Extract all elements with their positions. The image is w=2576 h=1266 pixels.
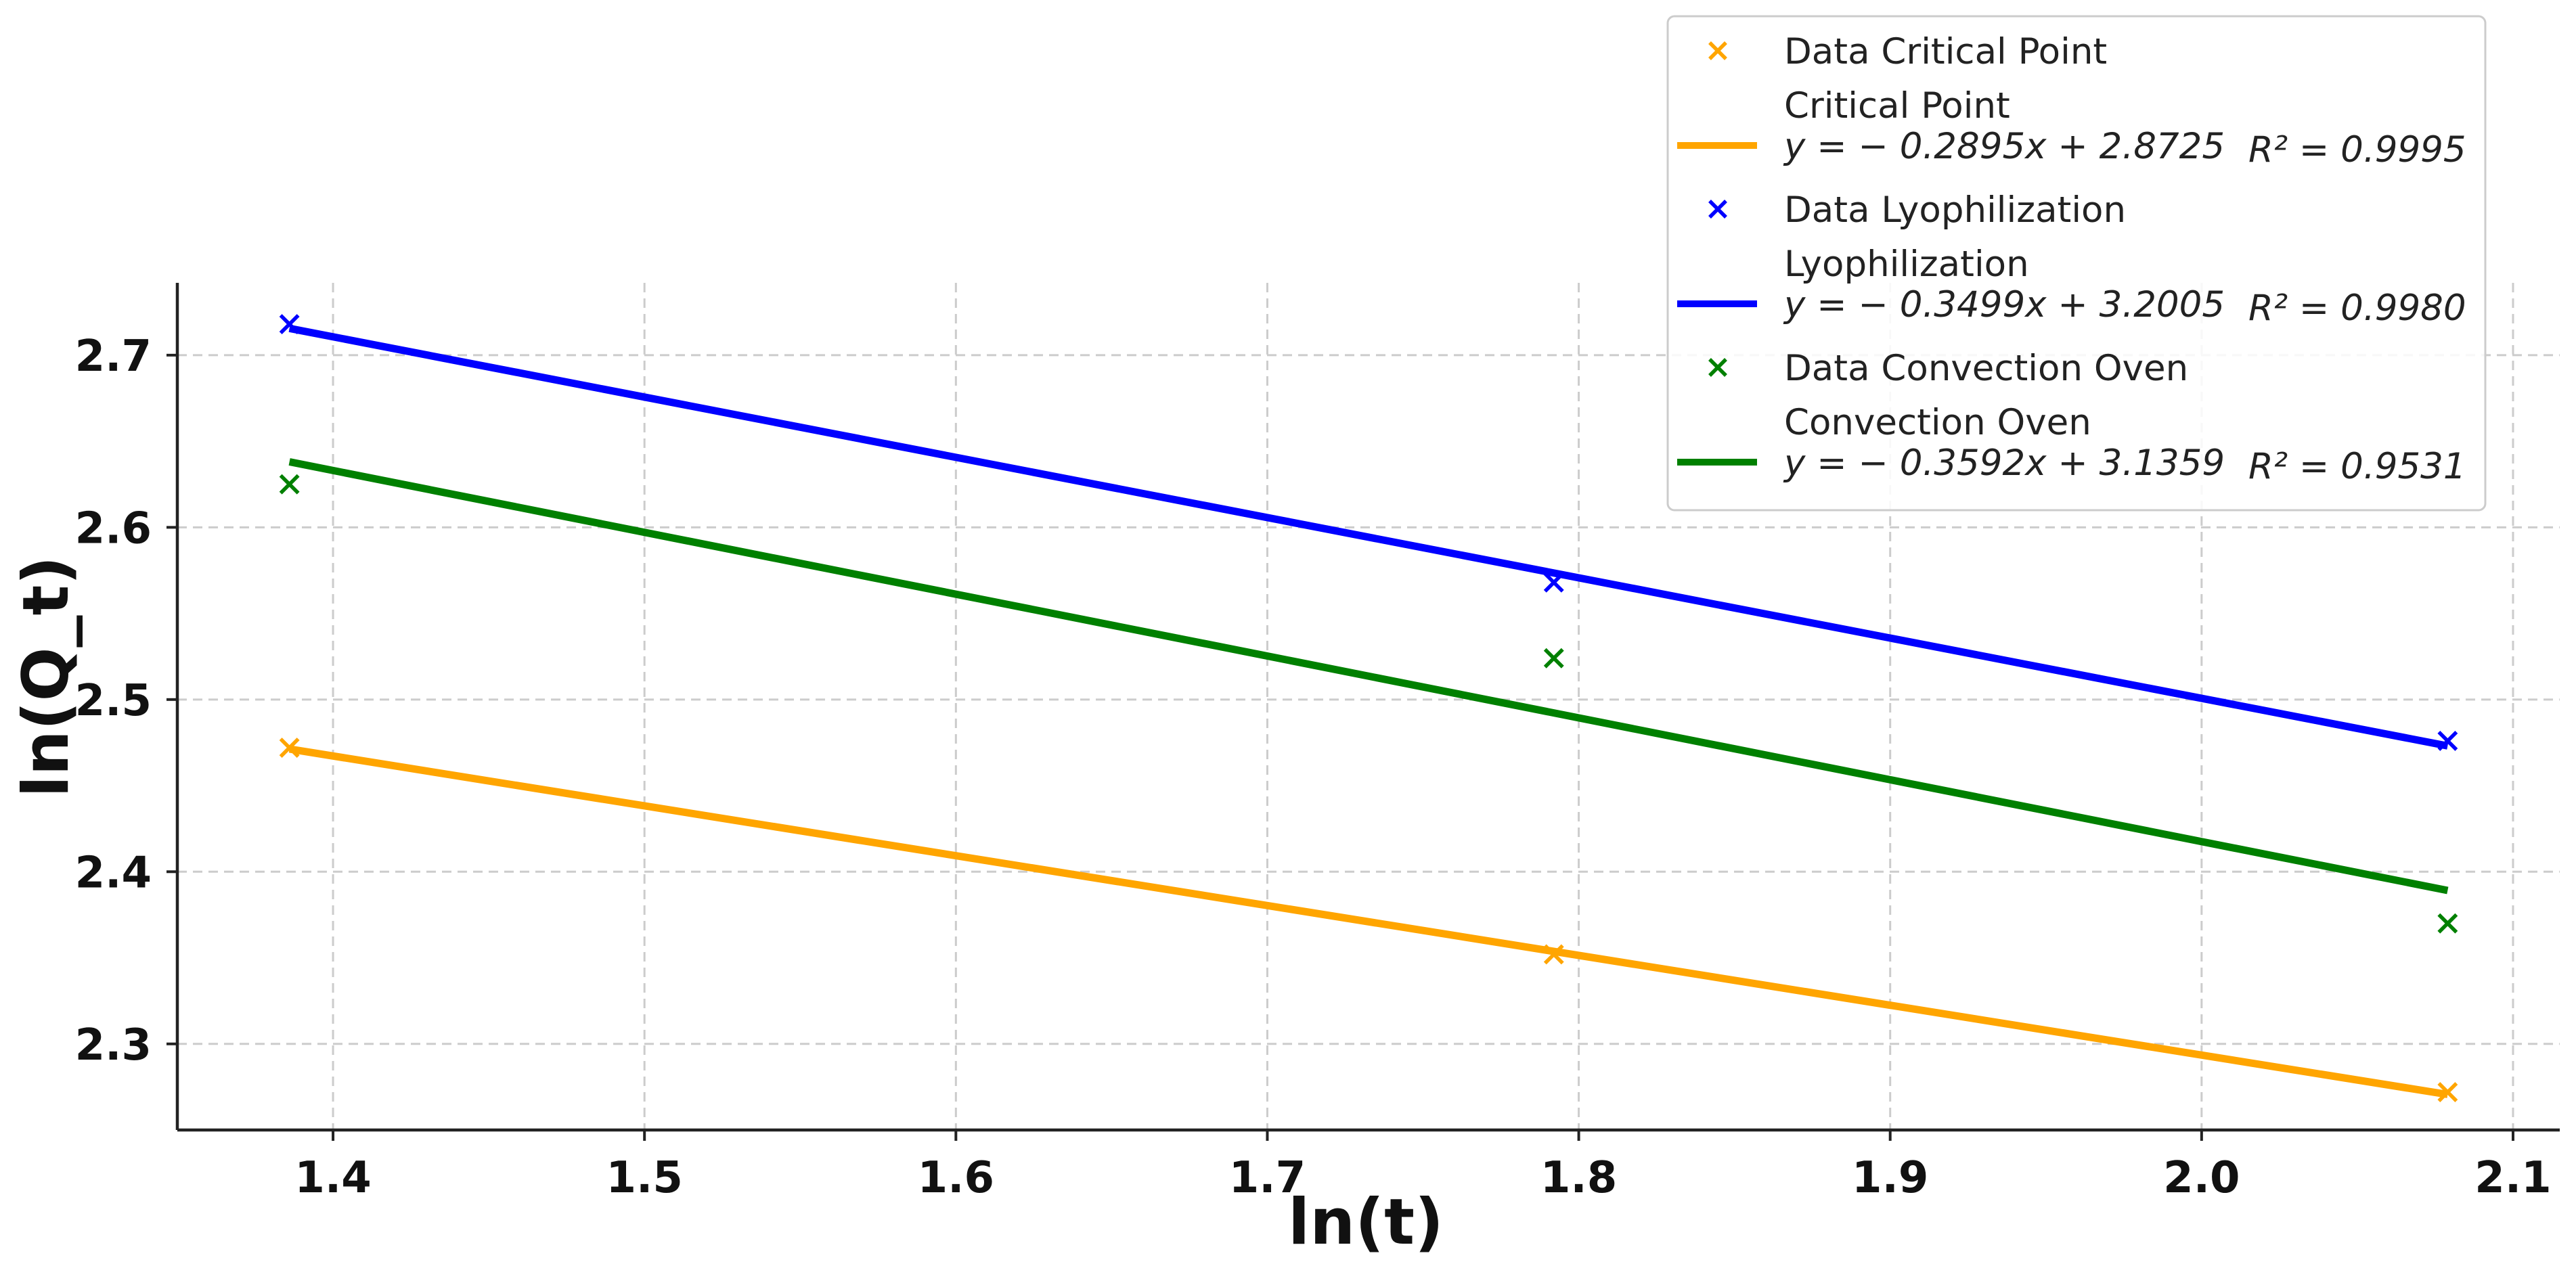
data-point-series-1: [1543, 944, 1564, 965]
x-tick-label: 1.7: [1229, 1153, 1306, 1203]
legend-r-squared: R² = 0.9995: [2248, 129, 2466, 171]
axes: [166, 283, 2560, 1141]
x-tick-label: 1.5: [606, 1153, 683, 1203]
x-tick-label: 1.6: [918, 1153, 994, 1203]
legend-marker-series-3: [1708, 358, 1727, 377]
legend-equation: y = − 0.2895x + 2.8725: [1783, 126, 2225, 167]
y-tick-label: 2.5: [75, 676, 152, 726]
x-tick-label: 1.9: [1852, 1153, 1928, 1203]
data-point-series-1: [279, 738, 300, 759]
x-axis-title: ln(t): [1288, 1185, 1444, 1259]
y-tick-label: 2.3: [75, 1020, 152, 1070]
y-tick-label: 2.4: [75, 848, 152, 898]
fit-line-1: [288, 745, 2449, 1098]
legend-marker-series-1: [1708, 41, 1727, 60]
data-point-series-3: [2437, 913, 2458, 934]
fit-line-2: [288, 324, 2449, 750]
legend-r-squared: R² = 0.9980: [2248, 288, 2466, 329]
legend-r-squared: R² = 0.9531: [2248, 446, 2466, 487]
x-tick-label: 2.0: [2163, 1153, 2240, 1203]
legend-label-fit: Critical Point: [1784, 85, 2010, 127]
x-tick-label: 2.1: [2474, 1153, 2551, 1203]
legend-equation: y = − 0.3499x + 3.2005: [1783, 284, 2225, 325]
y-tick-label: 2.6: [75, 503, 152, 553]
legend-label-fit: Lyophilization: [1784, 244, 2029, 285]
y-axis-title: ln(Q_t): [9, 556, 83, 798]
y-tick-label: 2.7: [75, 332, 152, 382]
legend-label-fit: Convection Oven: [1784, 402, 2091, 443]
legend-equation: y = − 0.3592x + 3.1359: [1783, 443, 2225, 484]
data-point-series-2: [279, 314, 300, 335]
data-point-series-2: [1543, 572, 1564, 593]
data-points: [279, 314, 2458, 1102]
legend-label-data: Data Lyophilization: [1784, 189, 2126, 231]
x-tick-label: 1.4: [294, 1153, 371, 1203]
fit-line-3: [288, 458, 2449, 895]
data-point-series-2: [2437, 730, 2458, 751]
data-point-series-1: [2437, 1082, 2458, 1102]
legend-marker-series-2: [1708, 200, 1727, 219]
legend-label-data: Data Critical Point: [1784, 31, 2107, 72]
legend-box: [1666, 15, 2487, 512]
x-tick-label: 1.8: [1540, 1153, 1617, 1203]
data-point-series-3: [1543, 648, 1564, 669]
fit-lines: [288, 324, 2449, 1098]
legend-label-data: Data Convection Oven: [1784, 348, 2188, 389]
data-point-series-3: [279, 474, 300, 495]
tick-labels: 1.4 1.5 1.6 1.7 1.8 1.9 2.0 2.1 2.3 2.4 2.5 2.6 2.7: [75, 332, 2552, 1203]
